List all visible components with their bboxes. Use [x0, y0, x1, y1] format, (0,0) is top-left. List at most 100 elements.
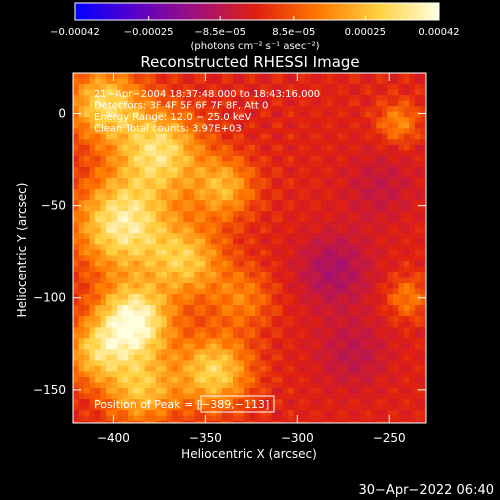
- heatmap-cell: [166, 238, 173, 245]
- heatmap-cell: [188, 238, 195, 245]
- heatmap-cell: [183, 399, 190, 406]
- heatmap-cell: [337, 255, 344, 262]
- heatmap-cell: [348, 106, 355, 113]
- heatmap-cell: [365, 266, 372, 273]
- heatmap-cell: [73, 128, 80, 135]
- heatmap-cell: [326, 133, 333, 140]
- heatmap-cell: [89, 144, 96, 151]
- heatmap-cell: [227, 327, 234, 334]
- heatmap-cell: [210, 266, 218, 273]
- heatmap-cell: [243, 316, 251, 323]
- heatmap-cell: [282, 338, 289, 345]
- heatmap-cell: [238, 172, 245, 179]
- heatmap-cell: [139, 371, 146, 378]
- heatmap-cell: [205, 327, 212, 334]
- heatmap-cell: [144, 78, 151, 85]
- colorbar-tick-label: −0.00042: [50, 27, 100, 38]
- heatmap-cell: [392, 128, 400, 135]
- heatmap-cell: [199, 144, 206, 151]
- heatmap-cell: [177, 238, 184, 245]
- heatmap-cell: [232, 227, 240, 234]
- heatmap-cell: [194, 382, 201, 389]
- heatmap-cell: [376, 205, 383, 212]
- heatmap-cell: [139, 117, 146, 124]
- heatmap-cell: [122, 200, 129, 207]
- heatmap-cell: [332, 205, 339, 212]
- heatmap-cell: [122, 166, 129, 174]
- heatmap-cell: [78, 122, 85, 129]
- heatmap-cell: [95, 260, 102, 268]
- heatmap-cell: [166, 178, 173, 185]
- heatmap-cell: [381, 399, 388, 406]
- heatmap-cell: [376, 200, 383, 207]
- heatmap-cell: [232, 365, 240, 373]
- heatmap-cell: [277, 227, 284, 234]
- heatmap-cell: [155, 393, 162, 400]
- heatmap-cell: [95, 338, 102, 345]
- heatmap-cell: [84, 294, 91, 301]
- heatmap-cell: [232, 260, 240, 268]
- heatmap-cell: [139, 100, 146, 107]
- heatmap-cell: [177, 128, 184, 135]
- heatmap-cell: [392, 393, 400, 400]
- heatmap-cell: [155, 365, 162, 373]
- heatmap-cell: [133, 128, 140, 135]
- heatmap-cell: [315, 294, 322, 301]
- heatmap-cell: [205, 371, 212, 378]
- heatmap-cell: [420, 216, 426, 223]
- heatmap-cell: [133, 349, 140, 356]
- heatmap-cell: [392, 227, 400, 234]
- heatmap-cell: [111, 382, 118, 389]
- heatmap-cell: [188, 122, 195, 129]
- heatmap-cell: [150, 399, 157, 406]
- heatmap-cell: [409, 410, 416, 417]
- heatmap-cell: [337, 415, 344, 422]
- heatmap-cell: [100, 316, 107, 323]
- heatmap-cell: [216, 139, 223, 146]
- heatmap-cell: [216, 338, 223, 345]
- heatmap-cell: [370, 321, 377, 328]
- heatmap-cell: [299, 106, 306, 113]
- heatmap-cell: [359, 128, 366, 135]
- heatmap-cell: [370, 266, 377, 273]
- heatmap-cell: [255, 393, 262, 400]
- heatmap-cell: [266, 178, 273, 185]
- heatmap-cell: [188, 205, 195, 212]
- heatmap-cell: [89, 244, 96, 251]
- heatmap-cell: [310, 343, 317, 350]
- heatmap-cell: [249, 294, 256, 301]
- heatmap-cell: [161, 222, 168, 229]
- heatmap-cell: [166, 283, 173, 290]
- heatmap-cell: [332, 321, 339, 328]
- heatmap-cell: [122, 205, 129, 212]
- heatmap-cell: [73, 227, 80, 234]
- heatmap-cell: [205, 194, 212, 201]
- heatmap-cell: [238, 260, 245, 268]
- heatmap-cell: [255, 244, 262, 251]
- heatmap-cell: [249, 277, 256, 284]
- heatmap-cell: [343, 266, 350, 273]
- heatmap-cell: [348, 388, 355, 395]
- heatmap-cell: [337, 382, 344, 389]
- heatmap-cell: [359, 327, 366, 334]
- heatmap-cell: [370, 178, 377, 185]
- heatmap-cell: [221, 354, 229, 361]
- heatmap-cell: [84, 117, 91, 124]
- heatmap-cell: [221, 260, 229, 268]
- heatmap-cell: [392, 365, 400, 373]
- heatmap-cell: [172, 388, 179, 395]
- heatmap-cell: [232, 371, 240, 378]
- heatmap-cell: [271, 283, 278, 290]
- heatmap-cell: [310, 89, 317, 96]
- heatmap-cell: [100, 244, 107, 251]
- heatmap-cell: [95, 183, 102, 190]
- heatmap-cell: [232, 244, 240, 251]
- heatmap-cell: [321, 233, 328, 240]
- heatmap-cell: [161, 376, 168, 384]
- heatmap-cell: [288, 338, 295, 345]
- heatmap-cell: [249, 266, 256, 273]
- heatmap-cell: [398, 233, 405, 240]
- heatmap-cell: [370, 343, 377, 350]
- heatmap-cell: [310, 144, 317, 151]
- heatmap-cell: [133, 316, 140, 323]
